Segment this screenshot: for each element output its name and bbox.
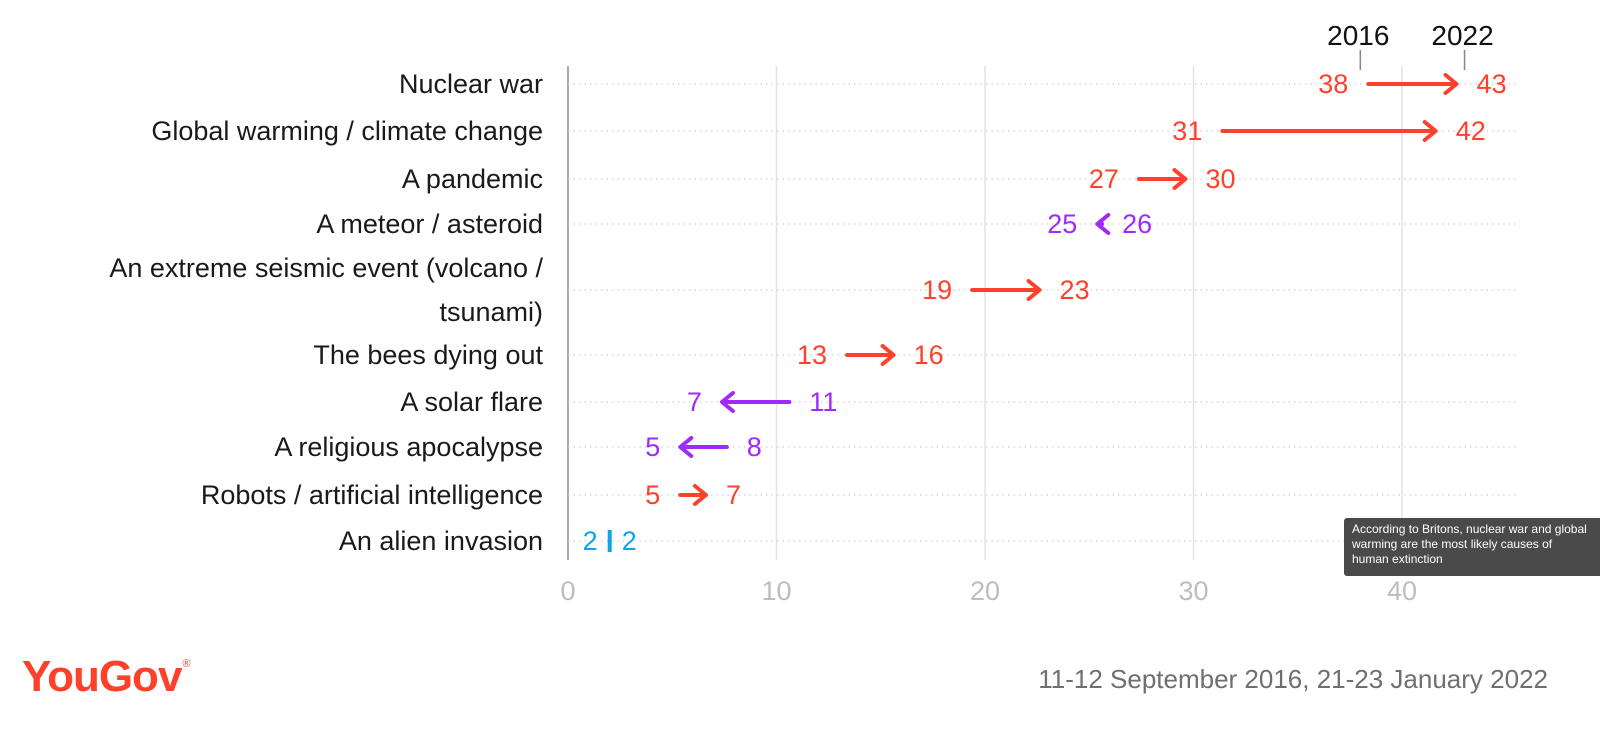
tooltip-line: According to Britons, nuclear war and gl… <box>1352 522 1587 536</box>
value-label-2016: 27 <box>1089 164 1119 194</box>
change-arrow-head <box>692 484 708 506</box>
x-tick-label: 40 <box>1387 576 1417 606</box>
value-label-2022: 42 <box>1456 116 1486 146</box>
value-label-2022: 25 <box>1047 209 1077 239</box>
value-label-2022: 7 <box>687 387 702 417</box>
category-label: An alien invasion <box>339 526 543 556</box>
change-arrow-head <box>880 344 896 366</box>
value-label-2022: 43 <box>1477 69 1507 99</box>
value-label-2016: 5 <box>645 480 660 510</box>
value-label-2022: 7 <box>726 480 741 510</box>
category-label: The bees dying out <box>313 340 543 370</box>
change-arrow-head <box>1026 279 1042 301</box>
x-tick-label: 10 <box>761 576 791 606</box>
value-label-2016: 13 <box>797 340 827 370</box>
category-label: A pandemic <box>402 164 543 194</box>
value-label-2022: 5 <box>645 432 660 462</box>
value-label-2016: 38 <box>1318 69 1348 99</box>
value-label-2016: 19 <box>922 275 952 305</box>
category-label: Nuclear war <box>399 69 543 99</box>
change-arrow-head <box>678 436 694 458</box>
change-arrow-head <box>1172 168 1188 190</box>
change-arrow-head <box>1443 73 1459 95</box>
change-arrow-head <box>1095 213 1111 235</box>
tooltip-line: warming are the most likely causes of <box>1352 537 1553 551</box>
x-tick-label: 20 <box>970 576 1000 606</box>
value-label-2016: 31 <box>1172 116 1202 146</box>
survey-dates: 11-12 September 2016, 21-23 January 2022 <box>1038 664 1548 694</box>
value-label-2022: 30 <box>1206 164 1236 194</box>
category-label: A religious apocalypse <box>274 432 543 462</box>
annotation-tooltip: According to Britons, nuclear war and gl… <box>1344 518 1600 576</box>
category-label: Global warming / climate change <box>151 116 543 146</box>
value-label-2022: 16 <box>914 340 944 370</box>
value-label-2016: 11 <box>809 387 837 417</box>
value-label-2016: 2 <box>583 526 598 556</box>
tooltip-line: human extinction <box>1352 552 1443 566</box>
value-label-2016: 26 <box>1122 209 1152 239</box>
value-label-2016: 8 <box>747 432 762 462</box>
year-label-2022: 2022 <box>1431 20 1493 51</box>
x-tick-label: 0 <box>560 576 575 606</box>
x-tick-label: 30 <box>1178 576 1208 606</box>
category-label: An extreme seismic event (volcano / tsuna… <box>109 253 543 327</box>
category-label: A meteor / asteroid <box>316 209 543 239</box>
category-label: Robots / artificial intelligence <box>201 480 543 510</box>
year-label-2016: 2016 <box>1327 20 1389 51</box>
value-label-2022: 23 <box>1060 275 1090 305</box>
category-label: A solar flare <box>400 387 543 417</box>
change-arrow-head <box>1422 120 1438 142</box>
yougov-logo: YouGov® <box>22 652 191 701</box>
change-arrow-head <box>719 391 735 413</box>
value-label-2022: 2 <box>622 526 637 556</box>
